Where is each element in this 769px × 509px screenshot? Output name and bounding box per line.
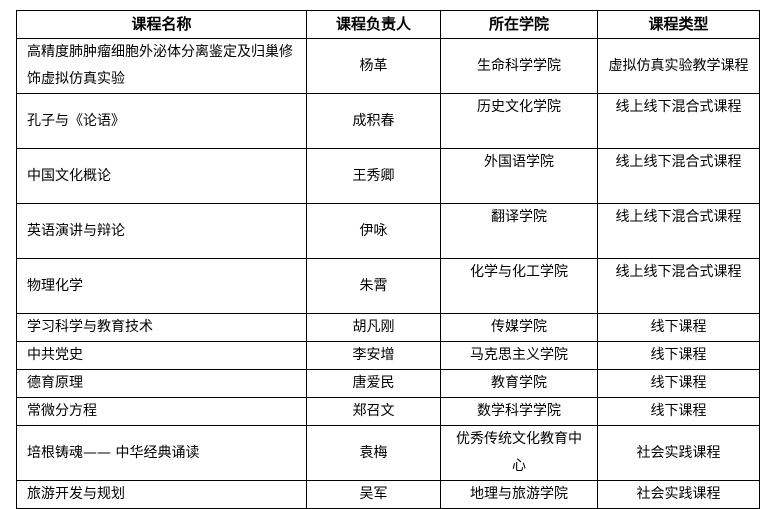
table-row: 物理化学 朱霄 化学与化工学院 线上线下混合式课程 xyxy=(16,258,760,314)
course-leader-cell: 伊咏 xyxy=(306,203,441,259)
course-leader-cell: 杨革 xyxy=(306,38,441,94)
course-type-cell: 线上线下混合式课程 xyxy=(597,93,760,149)
course-table: 课程名称 课程负责人 所在学院 课程类型 高精度肺肿瘤细胞外泌体分离鉴定及归巢修… xyxy=(16,10,760,509)
header-course-type: 课程类型 xyxy=(597,10,760,39)
table-row: 学习科学与教育技术 胡凡刚 传媒学院 线下课程 xyxy=(16,313,760,342)
table-row: 孔子与《论语》 成积春 历史文化学院 线上线下混合式课程 xyxy=(16,93,760,149)
course-type-cell: 线下课程 xyxy=(597,369,760,398)
table-row: 德育原理 唐爱民 教育学院 线下课程 xyxy=(16,369,760,398)
college-cell: 翻译学院 xyxy=(440,203,598,259)
course-name-cell: 常微分方程 xyxy=(16,397,307,426)
course-leader-cell: 王秀卿 xyxy=(306,148,441,204)
course-type-cell: 线下课程 xyxy=(597,341,760,370)
course-leader-cell: 唐爱民 xyxy=(306,369,441,398)
course-leader-cell: 胡凡刚 xyxy=(306,313,441,342)
course-type-cell: 线上线下混合式课程 xyxy=(597,148,760,204)
course-type-cell: 社会实践课程 xyxy=(597,480,760,509)
course-name-cell: 培根铸魂—— 中华经典诵读 xyxy=(16,425,307,481)
header-course-name: 课程名称 xyxy=(16,10,307,39)
college-cell: 生命科学学院 xyxy=(440,38,598,94)
table-row: 高精度肺肿瘤细胞外泌体分离鉴定及归巢修饰虚拟仿真实验 杨革 生命科学学院 虚拟仿真实验… xyxy=(16,38,760,94)
header-college: 所在学院 xyxy=(440,10,598,39)
table-row: 培根铸魂—— 中华经典诵读 袁梅 优秀传统文化教育中心 社会实践课程 xyxy=(16,425,760,481)
course-name-cell: 孔子与《论语》 xyxy=(16,93,307,149)
course-type-cell: 线上线下混合式课程 xyxy=(597,258,760,314)
course-name-cell: 学习科学与教育技术 xyxy=(16,313,307,342)
college-cell: 马克思主义学院 xyxy=(440,341,598,370)
course-name-cell: 高精度肺肿瘤细胞外泌体分离鉴定及归巢修饰虚拟仿真实验 xyxy=(16,38,307,94)
table-row: 中国文化概论 王秀卿 外国语学院 线上线下混合式课程 xyxy=(16,148,760,204)
course-name-cell: 德育原理 xyxy=(16,369,307,398)
college-cell: 数学科学学院 xyxy=(440,397,598,426)
college-cell: 教育学院 xyxy=(440,369,598,398)
course-type-cell: 线下课程 xyxy=(597,397,760,426)
course-name-cell: 旅游开发与规划 xyxy=(16,480,307,509)
course-type-cell: 线上线下混合式课程 xyxy=(597,203,760,259)
header-row: 课程名称 课程负责人 所在学院 课程类型 xyxy=(16,10,760,39)
college-cell: 地理与旅游学院 xyxy=(440,480,598,509)
table-row: 常微分方程 郑召文 数学科学学院 线下课程 xyxy=(16,397,760,426)
college-cell: 传媒学院 xyxy=(440,313,598,342)
course-leader-cell: 朱霄 xyxy=(306,258,441,314)
college-cell: 化学与化工学院 xyxy=(440,258,598,314)
course-type-cell: 线下课程 xyxy=(597,313,760,342)
course-leader-cell: 郑召文 xyxy=(306,397,441,426)
college-cell: 外国语学院 xyxy=(440,148,598,204)
college-cell: 优秀传统文化教育中心 xyxy=(440,425,598,481)
college-cell: 历史文化学院 xyxy=(440,93,598,149)
course-name-cell: 英语演讲与辩论 xyxy=(16,203,307,259)
course-name-cell: 中国文化概论 xyxy=(16,148,307,204)
course-type-cell: 虚拟仿真实验教学课程 xyxy=(597,38,760,94)
table-row: 英语演讲与辩论 伊咏 翻译学院 线上线下混合式课程 xyxy=(16,203,760,259)
course-name-cell: 物理化学 xyxy=(16,258,307,314)
course-leader-cell: 李安增 xyxy=(306,341,441,370)
course-name-cell: 中共党史 xyxy=(16,341,307,370)
table-row: 中共党史 李安增 马克思主义学院 线下课程 xyxy=(16,341,760,370)
course-type-cell: 社会实践课程 xyxy=(597,425,760,481)
course-leader-cell: 袁梅 xyxy=(306,425,441,481)
table-row: 旅游开发与规划 吴军 地理与旅游学院 社会实践课程 xyxy=(16,480,760,509)
header-course-leader: 课程负责人 xyxy=(306,10,441,39)
course-leader-cell: 成积春 xyxy=(306,93,441,149)
course-leader-cell: 吴军 xyxy=(306,480,441,509)
